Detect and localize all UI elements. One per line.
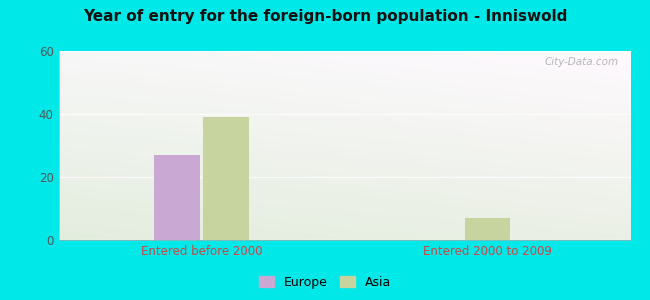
Text: Year of entry for the foreign-born population - Inniswold: Year of entry for the foreign-born popul…: [83, 9, 567, 24]
Bar: [203, 117, 249, 240]
Bar: [465, 218, 510, 240]
Legend: Europe, Asia: Europe, Asia: [254, 271, 396, 294]
Text: City-Data.com: City-Data.com: [545, 57, 619, 67]
Bar: [154, 155, 200, 240]
